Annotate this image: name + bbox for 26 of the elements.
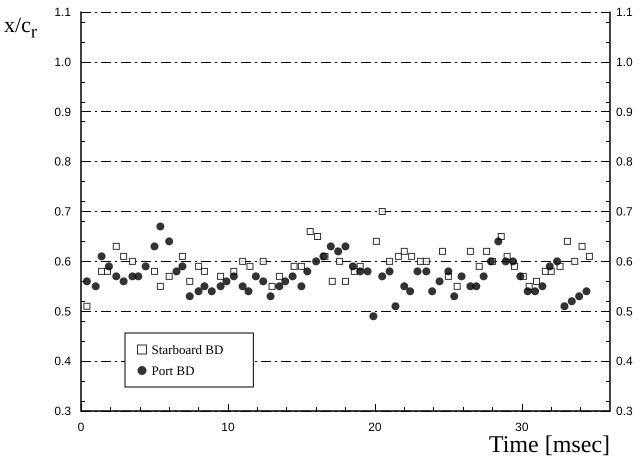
y-tick-label: 1.1 [54, 5, 72, 19]
y2-tick-label: 0.9 [616, 104, 634, 119]
y2-tick-label: 1.1 [616, 5, 634, 19]
y2-tick-label: 0.5 [616, 304, 634, 318]
y2-tick-label: 0.3 [616, 404, 634, 418]
y-tick-label: 0.5 [54, 304, 72, 318]
y-tick-label: 0.6 [54, 254, 72, 268]
legend-label: Port BD [152, 363, 194, 378]
legend-label: Starboard BD [152, 342, 224, 357]
y2-tick-label: 0.8 [616, 154, 634, 169]
y2-tick-label: 0.7 [616, 204, 634, 218]
x-tick-label: 30 [515, 420, 529, 434]
y-tick-label: 0.8 [54, 154, 72, 169]
x-tick-label: 0 [78, 420, 85, 434]
x-axis-title: Time [msec] [488, 432, 610, 458]
x-tick-label: 10 [221, 420, 235, 434]
y2-tick-label: 1.0 [616, 54, 634, 69]
y-tick-label: 1.0 [54, 54, 72, 69]
y-axis-title: x/c$_{r}$ [4, 12, 37, 42]
y2-tick-label: 0.6 [616, 254, 634, 268]
y-tick-label: 0.4 [54, 354, 72, 368]
y2-tick-label: 0.4 [616, 354, 634, 368]
y-tick-label: 0.3 [54, 404, 72, 418]
y-tick-label: 0.9 [54, 104, 72, 119]
y-tick-label: 0.7 [54, 204, 72, 218]
x-tick-label: 20 [368, 420, 382, 434]
